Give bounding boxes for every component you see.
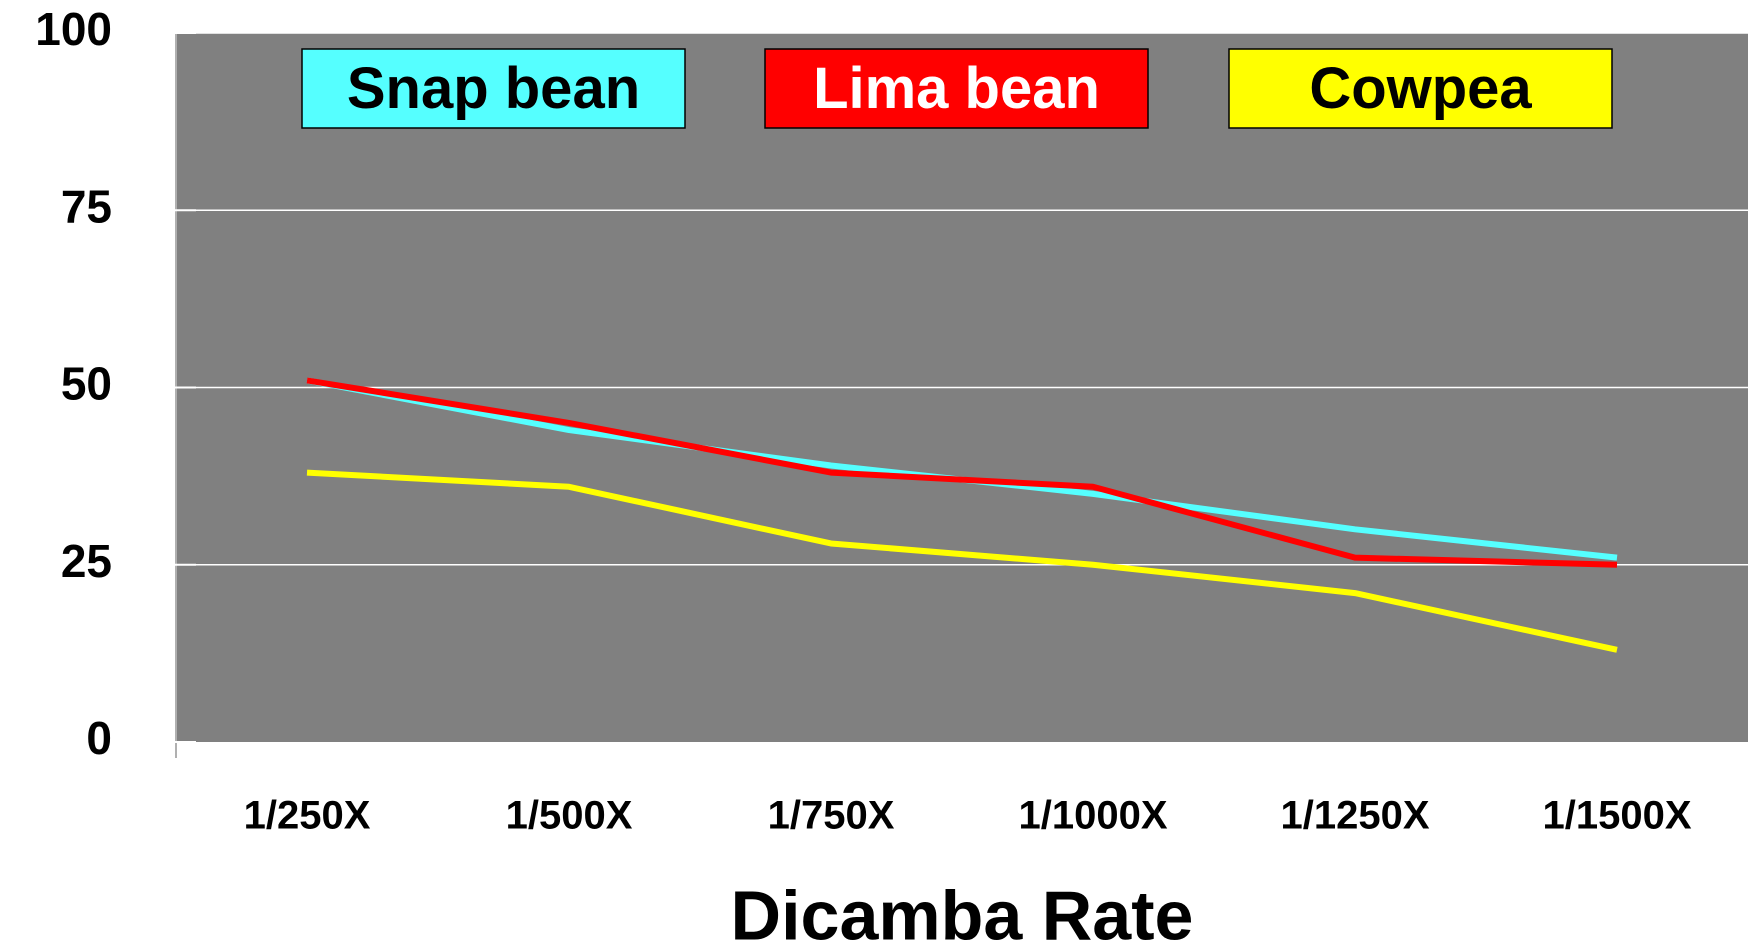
legend-box: [1228, 48, 1613, 129]
legend-text: Snap bean: [347, 56, 640, 121]
y-tick-label: 50: [61, 358, 112, 410]
x-tick-label: 1/500X: [506, 794, 633, 838]
series-line: [306, 469, 1618, 653]
series-line: [306, 377, 1618, 568]
x-tick-label: 1/1000X: [1018, 794, 1167, 838]
legend-text: Lima bean: [813, 56, 1100, 121]
legend-text: Cowpea: [1309, 56, 1532, 121]
x-tick-label: 1/750X: [768, 794, 895, 838]
legend-box: [301, 48, 686, 129]
y-tick-label: 0: [86, 712, 112, 764]
x-axis-title: Dicamba Rate: [731, 876, 1194, 952]
legend-box: [764, 48, 1149, 129]
x-tick-label: 1/1250X: [1280, 794, 1429, 838]
x-tick-label: 1/1500X: [1542, 794, 1691, 838]
y-tick-label: 100: [35, 3, 112, 55]
y-tick-label: 75: [61, 180, 112, 232]
y-tick-label: 25: [61, 535, 112, 587]
x-tick-label: 1/250X: [244, 794, 371, 838]
